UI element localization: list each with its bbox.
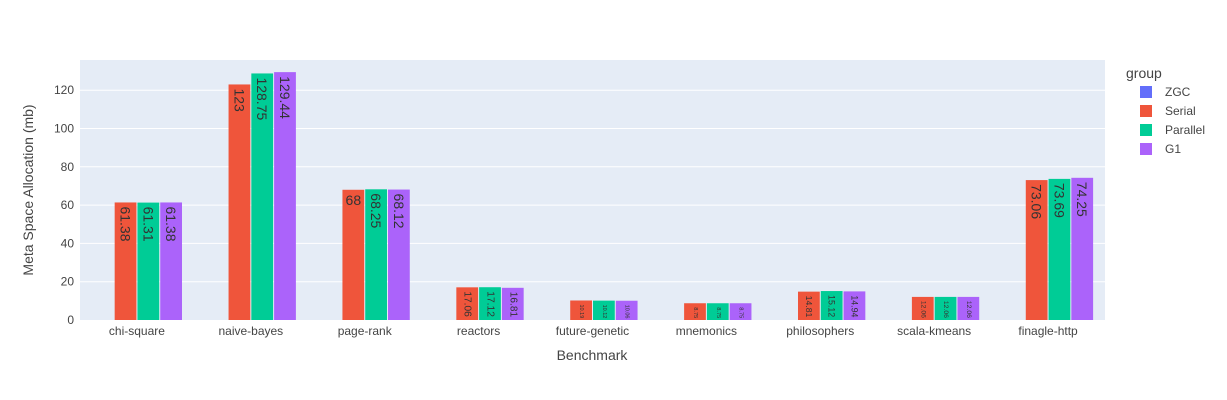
bar-value-label: 74.25 [1074, 182, 1090, 217]
bar-value-label: 68.25 [368, 193, 384, 228]
legend-title: group [1126, 65, 1162, 81]
bar-value-label: 8.75 [692, 307, 698, 318]
plot-background [80, 60, 1105, 320]
y-tick-label: 80 [61, 160, 75, 174]
legend-swatch-serial [1140, 105, 1152, 117]
legend: group ZGC Serial Parallel G1 [1126, 65, 1205, 156]
x-tick-label: philosophers [786, 324, 854, 338]
bars [114, 72, 1094, 320]
bar-value-label: 123 [231, 88, 247, 112]
y-tick-label: 120 [54, 83, 74, 97]
bar-value-label: 12.06 [919, 301, 926, 318]
x-axis-title: Benchmark [557, 347, 629, 363]
x-tick-label: mnemonics [676, 324, 737, 338]
bar-parallel-finagle-http [1048, 178, 1071, 320]
bar-serial-scala-kmeans [911, 296, 934, 320]
bar-serial-philosophers [798, 291, 820, 320]
bar-g1-finagle-http [1071, 177, 1094, 320]
bar-parallel-mnemonics [706, 303, 729, 320]
x-axis-ticks: chi-square naive-bayes page-rank reactors fu… [109, 324, 1078, 338]
legend-swatch-zgc [1140, 86, 1152, 98]
bar-serial-finagle-http [1025, 180, 1048, 320]
bar-value-label: 17.06 [462, 291, 473, 317]
bar-value-label: 61.31 [140, 207, 156, 242]
bar-value-label: 12.06 [942, 301, 949, 318]
bar-g1-naive-bayes [274, 72, 296, 320]
bar-value-label: 129.44 [277, 76, 293, 119]
y-tick-label: 0 [67, 313, 74, 327]
bar-serial-naive-bayes [228, 84, 251, 320]
x-tick-label: page-rank [338, 324, 393, 338]
bar-value-label: 14.94 [849, 295, 859, 317]
bar-g1-philosophers [843, 291, 866, 320]
x-tick-label: chi-square [109, 324, 165, 338]
bar-g1-future-genetic [615, 300, 638, 320]
bar-value-label: 61.38 [118, 206, 134, 241]
bar-value-label: 15.12 [827, 295, 837, 317]
bar-value-label: 10.06 [624, 305, 630, 319]
bar-parallel-page-rank [365, 189, 387, 320]
bar-value-label: 68.12 [391, 194, 407, 229]
y-axis-title: Meta Space Allocation (mb) [20, 104, 36, 275]
x-tick-label: naive-bayes [218, 324, 283, 338]
bar-serial-reactors [456, 287, 479, 320]
bar-value-label: 68 [346, 192, 362, 208]
bar-parallel-scala-kmeans [934, 296, 957, 320]
bar-value-label: 8.75 [715, 307, 721, 318]
legend-label-serial: Serial [1165, 104, 1196, 118]
bar-value-label: 128.75 [254, 77, 270, 120]
gridlines [80, 89, 1105, 283]
bar-value-label: 73.69 [1051, 183, 1067, 218]
x-tick-label: future-genetic [556, 324, 629, 338]
legend-swatch-parallel [1140, 124, 1152, 136]
bar-value-label: 17.12 [485, 291, 496, 317]
bar-serial-page-rank [342, 189, 365, 320]
y-tick-label: 100 [54, 122, 74, 136]
bar-value-label: 14.81 [804, 296, 814, 318]
bar-value-label: 12.06 [965, 301, 972, 318]
bar-g1-page-rank [388, 189, 410, 320]
legend-swatch-g1 [1140, 143, 1152, 155]
bar-serial-future-genetic [570, 300, 592, 320]
y-tick-label: 40 [61, 236, 75, 250]
bar-g1-mnemonics [729, 303, 752, 320]
x-tick-label: finagle-http [1018, 324, 1078, 338]
bar-g1-chi-square [160, 202, 182, 320]
y-tick-label: 20 [61, 275, 75, 289]
x-tick-label: reactors [457, 324, 500, 338]
bar-value-label: 10.12 [601, 305, 607, 319]
bar-value-label: 73.06 [1029, 184, 1045, 219]
bar-value-label: 16.81 [507, 292, 518, 318]
bar-parallel-reactors [479, 287, 501, 320]
legend-label-zgc: ZGC [1165, 85, 1191, 99]
bar-value-label: 61.38 [163, 206, 179, 241]
bar-value-label: 8.75 [738, 307, 744, 318]
bar-parallel-philosophers [820, 291, 843, 320]
legend-label-parallel: Parallel [1165, 123, 1205, 137]
bar-labels: 61.38 61.31 61.38 123 128.75 129.44 68 68.25 68.… [118, 76, 1091, 318]
bar-parallel-chi-square [137, 202, 160, 320]
bar-g1-scala-kmeans [957, 296, 980, 320]
x-tick-label: scala-kmeans [897, 324, 971, 338]
bar-g1-reactors [501, 287, 524, 320]
y-tick-label: 60 [61, 198, 75, 212]
bar-serial-chi-square [114, 202, 137, 320]
bar-parallel-naive-bayes [251, 73, 274, 320]
y-axis-ticks: 0 20 40 60 80 100 120 [54, 83, 74, 327]
legend-label-g1: G1 [1165, 142, 1181, 156]
bar-parallel-future-genetic [593, 300, 615, 320]
bar-serial-mnemonics [684, 303, 706, 320]
bar-value-label: 10.19 [578, 304, 584, 318]
